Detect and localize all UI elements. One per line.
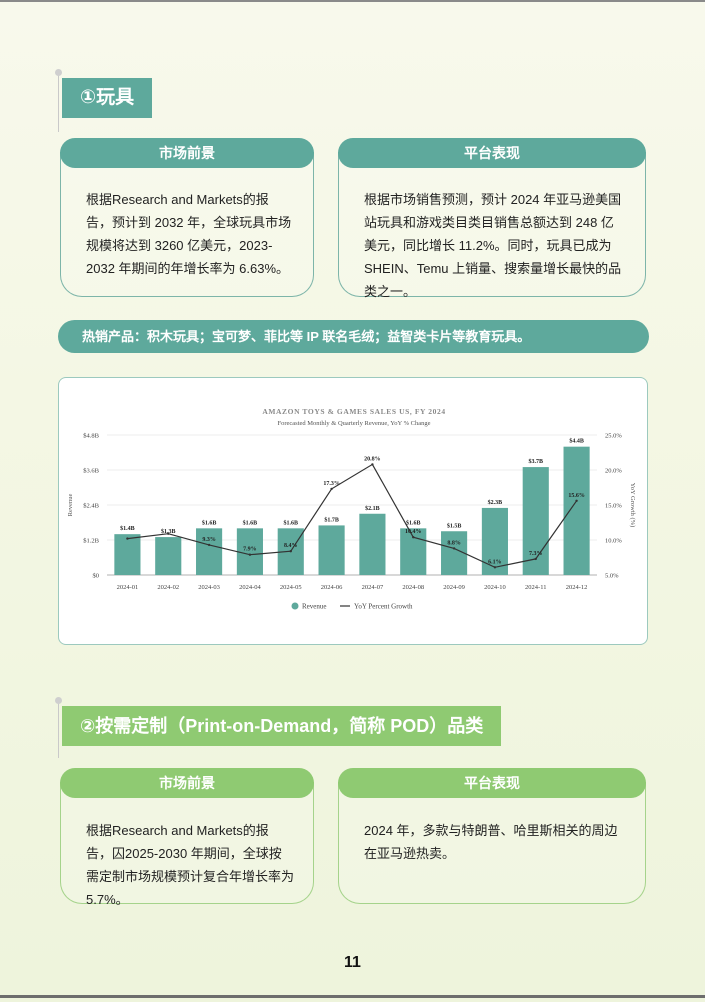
card-text: 根据Research and Markets的报告，囚2025-2030 年期间… xyxy=(86,823,295,907)
revenue-bar-label: $1.6B xyxy=(406,519,421,526)
card-text: 根据Research and Markets的报告，预计到 2032 年，全球玩… xyxy=(86,192,292,276)
revenue-bar xyxy=(318,525,345,575)
bullet-dot xyxy=(55,69,62,76)
x-tick-label: 2024-07 xyxy=(362,584,384,591)
revenue-bar-label: $2.3B xyxy=(488,499,503,506)
yoy-growth-label: 20.8% xyxy=(364,456,381,462)
chart-subtitle: Forecasted Monthly & Quarterly Revenue, … xyxy=(277,420,430,427)
revenue-bar xyxy=(400,528,427,575)
yoy-growth-label: 7.9% xyxy=(243,547,257,553)
page-number: 11 xyxy=(344,954,361,971)
chart-legend: Revenue YoY Percent Growth xyxy=(291,602,413,611)
revenue-bar-label: $1.5B xyxy=(447,522,462,529)
yoy-growth-point xyxy=(126,537,129,540)
yoy-growth-label: 6.1% xyxy=(488,559,502,565)
revenue-bar-label: $3.7B xyxy=(528,458,543,465)
yoy-growth-point xyxy=(412,536,415,539)
section-2-title: ②按需定制（Print-on-Demand，简称 POD）品类 xyxy=(62,706,502,746)
market-outlook-card-1: 市场前景 根据Research and Markets的报告，预计到 2032 … xyxy=(60,138,314,297)
yoy-growth-label: 8.8% xyxy=(447,540,461,546)
bottom-border xyxy=(0,995,705,998)
y-axis-label: Revenue xyxy=(67,494,74,517)
x-tick-label: 2024-04 xyxy=(239,584,261,591)
revenue-bar xyxy=(236,528,263,575)
revenue-bar xyxy=(114,534,141,575)
y-tick-label: $0 xyxy=(93,573,100,580)
yoy-growth-label: 8.4% xyxy=(284,543,298,549)
yoy-growth-label: 15.6% xyxy=(568,493,585,499)
yoy-growth-point xyxy=(493,566,497,569)
revenue-bar xyxy=(563,446,590,575)
revenue-bar xyxy=(522,467,549,575)
y2-tick-label: 5.0% xyxy=(605,573,619,580)
card-header: 平台表现 xyxy=(338,768,646,798)
revenue-bar-label: $1.7B xyxy=(324,516,339,523)
yoy-growth-point xyxy=(207,543,211,547)
yoy-growth-point xyxy=(575,499,578,502)
revenue-bar-label: $1.6B xyxy=(283,519,298,526)
platform-performance-card-2: 平台表现 2024 年，多款与特朗普、哈里斯相关的周边在亚马逊热卖。 xyxy=(338,768,646,904)
legend-growth-label: YoY Percent Growth xyxy=(354,603,413,611)
yoy-growth-point xyxy=(248,553,252,556)
revenue-bar xyxy=(196,528,223,575)
yoy-growth-point xyxy=(452,547,456,550)
chart-canvas: AMAZON TOYS & GAMES SALES US, FY 2024 Fo… xyxy=(67,407,636,611)
x-tick-label: 2024-12 xyxy=(566,584,588,591)
card-header: 平台表现 xyxy=(338,138,646,168)
legend-revenue-marker xyxy=(291,602,299,610)
revenue-bar-label: $1.4B xyxy=(120,525,135,532)
card-text: 根据市场销售预测，预计 2024 年亚马逊美国站玩具和游戏类目类目销售总额达到 … xyxy=(364,192,622,299)
y2-tick-label: 15.0% xyxy=(605,503,622,510)
yoy-growth-point xyxy=(371,463,374,466)
revenue-bar xyxy=(359,513,386,575)
revenue-bar-label: $1.3B xyxy=(161,528,176,535)
revenue-bar-label: $2.1B xyxy=(365,505,380,512)
yoy-growth-label: 7.3% xyxy=(529,551,543,557)
y-tick-label: $4.8B xyxy=(83,433,99,440)
bullet-dot xyxy=(55,697,62,704)
y-tick-label: $1.2B xyxy=(83,538,99,545)
y2-tick-label: 25.0% xyxy=(605,433,622,440)
x-tick-label: 2024-08 xyxy=(402,584,424,591)
card-text: 2024 年，多款与特朗普、哈里斯相关的周边在亚马逊热卖。 xyxy=(364,823,618,861)
x-tick-label: 2024-02 xyxy=(157,584,179,591)
x-tick-label: 2024-05 xyxy=(280,584,302,591)
top-border xyxy=(0,0,705,2)
y2-tick-label: 10.0% xyxy=(605,538,622,545)
card-header: 市场前景 xyxy=(60,138,314,168)
yoy-growth-label: 17.3% xyxy=(323,481,340,487)
x-tick-label: 2024-06 xyxy=(321,584,343,591)
hot-products-banner: 热销产品：积木玩具；宝可梦、菲比等 IP 联名毛绒；益智类卡片等教育玩具。 xyxy=(58,320,649,353)
y2-tick-label: 20.0% xyxy=(605,468,622,475)
sales-chart: AMAZON TOYS & GAMES SALES US, FY 2024 Fo… xyxy=(58,377,648,645)
revenue-bar-label: $1.6B xyxy=(243,519,258,526)
revenue-bar xyxy=(155,537,182,575)
card-header: 市场前景 xyxy=(60,768,314,798)
y2-axis-label: YoY Growth (%) xyxy=(629,483,636,528)
revenue-bar-label: $1.6B xyxy=(202,519,217,526)
y-tick-label: $2.4B xyxy=(83,503,99,510)
yoy-growth-point xyxy=(289,550,292,553)
x-tick-label: 2024-03 xyxy=(198,584,220,591)
chart-title: AMAZON TOYS & GAMES SALES US, FY 2024 xyxy=(262,407,445,416)
section-1-title: ①玩具 xyxy=(62,78,153,118)
market-outlook-card-2: 市场前景 根据Research and Markets的报告，囚2025-203… xyxy=(60,768,314,907)
yoy-growth-point xyxy=(534,557,537,561)
y-tick-label: $3.6B xyxy=(83,468,99,475)
x-tick-label: 2024-11 xyxy=(525,584,546,591)
x-tick-label: 2024-01 xyxy=(117,584,139,591)
revenue-bar-label: $4.4B xyxy=(569,438,584,445)
x-tick-label: 2024-09 xyxy=(443,584,465,591)
legend-revenue-label: Revenue xyxy=(302,603,327,611)
yoy-growth-point xyxy=(167,532,170,535)
yoy-growth-point xyxy=(330,487,333,491)
yoy-growth-label: 10.4% xyxy=(405,529,422,535)
x-tick-label: 2024-10 xyxy=(484,584,506,591)
yoy-growth-label: 9.3% xyxy=(202,537,216,543)
yoy-growth-line xyxy=(127,463,578,568)
platform-performance-card-1: 平台表现 根据市场销售预测，预计 2024 年亚马逊美国站玩具和游戏类目类目销售… xyxy=(338,138,646,299)
revenue-bar xyxy=(441,531,468,575)
